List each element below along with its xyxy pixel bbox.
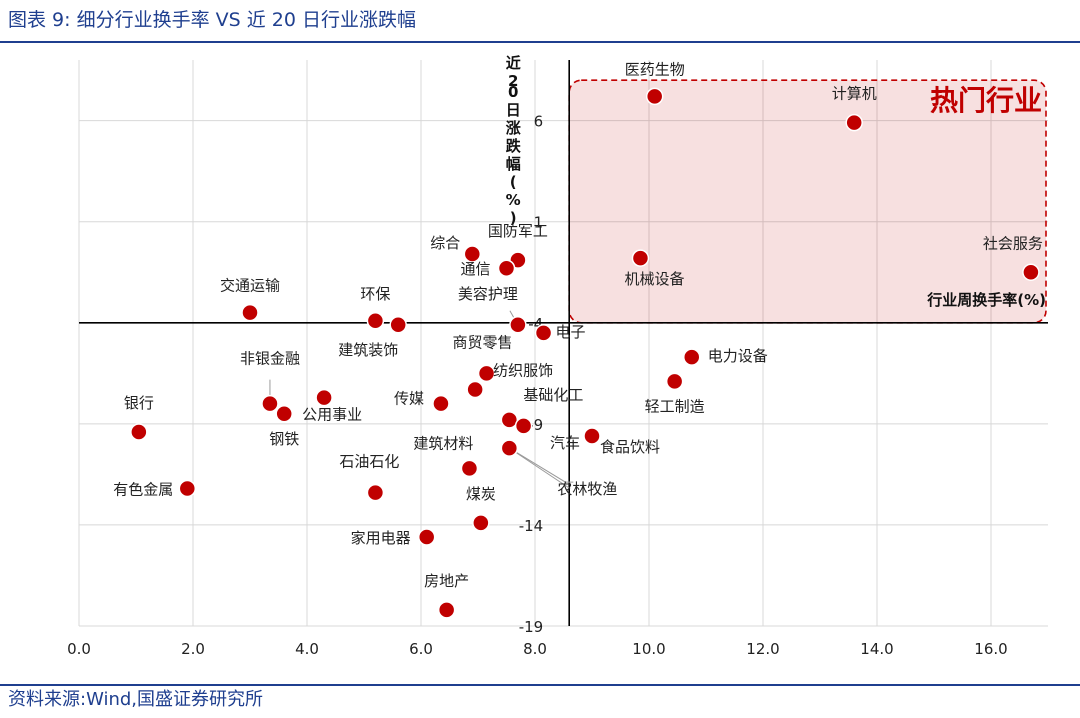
x-tick-label: 12.0 — [746, 640, 779, 658]
data-label: 石油石化 — [339, 453, 399, 471]
data-label: 建筑材料 — [413, 434, 473, 452]
data-point — [389, 316, 407, 334]
data-point — [315, 388, 333, 407]
x-axis-title: 行业周换手率(%) — [926, 291, 1046, 309]
y-tick-label: -19 — [519, 618, 544, 636]
data-points-layer — [130, 87, 1040, 619]
x-tick-label: 4.0 — [295, 640, 319, 658]
data-point — [500, 439, 519, 457]
data-label: 商贸零售 — [453, 333, 513, 351]
data-label: 公用事业 — [302, 406, 362, 424]
data-point — [497, 259, 516, 277]
data-label: 食品饮料 — [600, 438, 660, 456]
data-point — [645, 87, 664, 106]
leader-line — [509, 447, 570, 489]
data-point — [275, 405, 293, 423]
hot-industry-label: 热门行业 — [930, 84, 1042, 117]
data-point — [463, 245, 482, 263]
data-point — [437, 601, 456, 619]
leader-line — [509, 447, 574, 483]
data-label: 钢铁 — [269, 430, 299, 448]
data-label: 电子 — [556, 323, 586, 341]
data-label: 汽车 — [550, 434, 580, 452]
data-point — [366, 483, 385, 502]
data-point — [534, 324, 553, 342]
y-tick-label: 1 — [534, 214, 544, 232]
y-axis-title: 近 2 0 日涨跌幅(%) — [506, 54, 522, 227]
x-tick-label: 8.0 — [523, 640, 547, 658]
data-point — [477, 364, 496, 383]
data-point — [432, 394, 450, 413]
data-label: 农林牧渔 — [557, 480, 617, 498]
x-tick-label: 6.0 — [409, 640, 433, 658]
data-label: 国防军工 — [488, 222, 548, 240]
y-tick-label: -14 — [519, 517, 544, 535]
data-label: 轻工制造 — [645, 397, 705, 415]
data-label: 建筑装饰 — [338, 341, 398, 359]
data-point — [583, 427, 601, 445]
data-point — [514, 417, 533, 435]
data-label: 银行 — [124, 394, 154, 412]
y-tick-label: 6 — [534, 113, 544, 131]
data-label: 家用电器 — [351, 529, 411, 547]
data-point — [417, 528, 436, 546]
data-point — [1022, 263, 1040, 281]
data-label: 纺织服饰 — [493, 361, 553, 379]
data-point — [460, 459, 479, 478]
title-rule — [0, 41, 1080, 43]
data-point — [845, 113, 863, 132]
data-label: 医药生物 — [625, 60, 685, 78]
data-label: 机械设备 — [624, 270, 684, 288]
data-point — [241, 303, 259, 322]
x-tick-label: 0.0 — [67, 640, 91, 658]
y-tick-label: -9 — [528, 416, 543, 434]
axes-layer: 0.0 2.0 4.0 6.0 8.0 10.0 12.0 14.0 16.061-4-9-14… — [67, 54, 1048, 658]
data-point — [178, 479, 197, 498]
data-point — [509, 316, 527, 334]
data-point — [130, 423, 148, 441]
data-label: 房地产 — [424, 572, 469, 590]
data-label: 计算机 — [832, 85, 877, 103]
data-point — [472, 514, 490, 532]
source-note: 资料来源:Wind,国盛证券研究所 — [8, 689, 264, 710]
data-label: 有色金属 — [113, 481, 173, 499]
footer-rule — [0, 684, 1080, 686]
data-label: 综合 — [430, 234, 460, 252]
data-label: 传媒 — [394, 390, 424, 408]
x-tick-label: 10.0 — [632, 640, 665, 658]
data-point — [466, 380, 484, 399]
data-point — [631, 249, 650, 267]
data-point — [665, 372, 684, 391]
data-point — [261, 394, 279, 413]
data-point — [683, 348, 701, 366]
data-label: 基础化工 — [523, 386, 583, 404]
data-label: 非银金融 — [240, 350, 300, 368]
data-label: 煤炭 — [466, 485, 496, 503]
x-tick-label: 2.0 — [181, 640, 205, 658]
x-tick-label: 14.0 — [860, 640, 893, 658]
data-point — [366, 312, 385, 330]
x-tick-label: 16.0 — [974, 640, 1007, 658]
data-label: 电力设备 — [708, 347, 768, 365]
data-label: 交通运输 — [220, 277, 280, 295]
figure-title: 图表 9: 细分行业换手率 VS 近 20 日行业涨跌幅 — [8, 9, 416, 31]
data-label: 环保 — [360, 285, 390, 303]
data-label: 通信 — [460, 260, 490, 278]
data-label: 美容护理 — [458, 285, 518, 303]
data-label: 社会服务 — [983, 234, 1043, 252]
